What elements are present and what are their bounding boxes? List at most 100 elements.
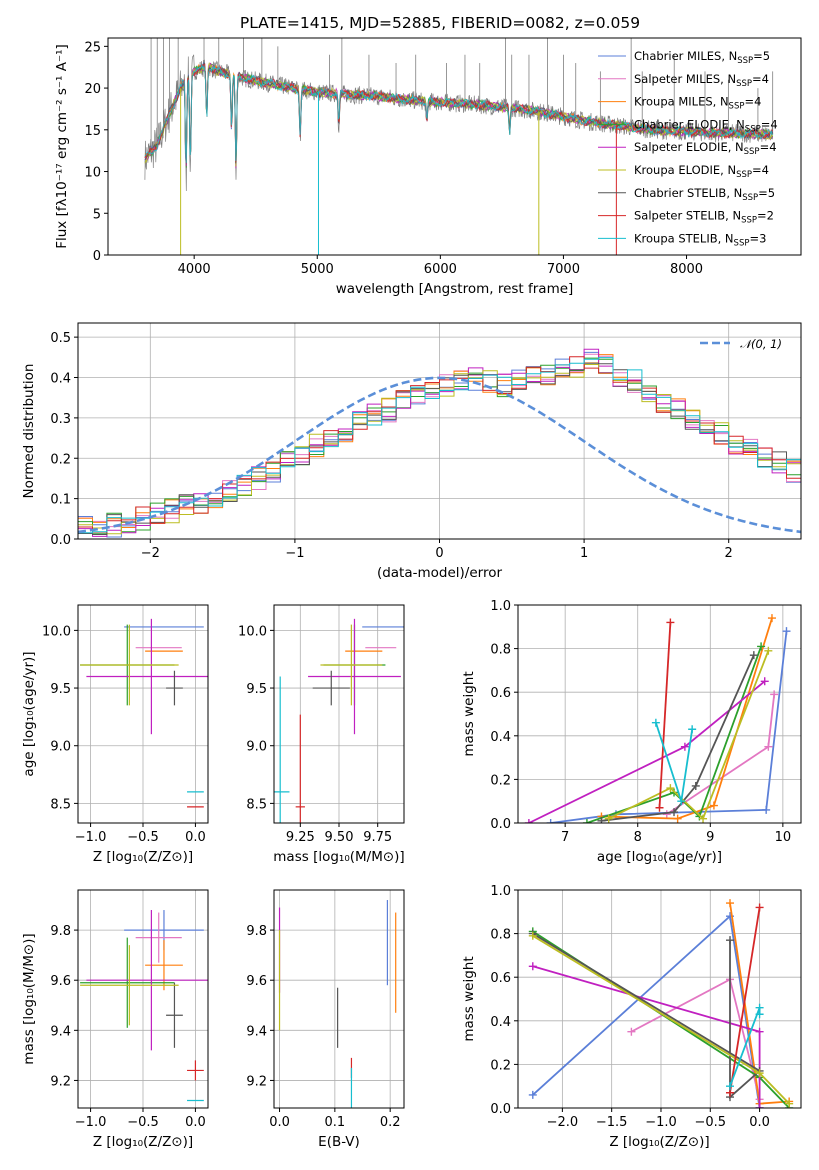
legend-label: Chabrier STELIB, NSSP=5 <box>634 186 775 203</box>
y-tick-label: 0.0 <box>490 817 511 832</box>
mass_vs_EBV-panel: 0.0 0.1 0.2 9.2 9.4 9.6 9.8 E(B-V) <box>246 889 405 1150</box>
x-axis-label: wavelength [Angstrom, rest frame] <box>336 281 574 297</box>
legend-value: =5 <box>753 49 770 63</box>
y-axis-label: Normed distribution <box>21 364 37 499</box>
legend-label: Salpeter MILES, NSSP=4 <box>634 72 769 89</box>
y-tick-label: 0.4 <box>50 372 71 387</box>
model-spectrum-line <box>144 63 773 164</box>
y-tick-label: 0.0 <box>490 1102 511 1117</box>
weights_vs_age-panel: 7 8 9 10 0.0 0.2 0.4 0.6 0.8 1.0 age [log₁₀(age/yr… <box>461 599 802 865</box>
weight-point-marker <box>662 810 671 819</box>
y-tick-label: 0.2 <box>490 1058 511 1073</box>
weight-series-line <box>608 650 770 821</box>
weight-point-marker <box>666 784 675 793</box>
spectrum-marks <box>144 38 774 255</box>
legend-subscript: SSP <box>741 216 757 226</box>
y-axis-label: mass weight <box>461 671 477 756</box>
weight-point-marker <box>764 646 773 655</box>
y-tick-label: 9.8 <box>50 924 71 939</box>
weight-point-marker <box>755 1069 764 1078</box>
weight-point-marker <box>764 742 773 751</box>
x-tick-label: 5000 <box>301 262 334 277</box>
weight-point-marker <box>726 936 735 945</box>
x-axis-label: Z [log₁₀(Z/Z⊙)] <box>609 1134 709 1150</box>
y-tick-label: 9.8 <box>246 924 267 939</box>
weight-point-marker <box>528 962 537 971</box>
residuals-marks <box>78 348 801 539</box>
x-tick-label: 9.50 <box>325 830 354 845</box>
x-tick-label: 0.0 <box>749 1115 770 1130</box>
x-tick-label: 9.75 <box>363 830 392 845</box>
y-axis-label: Flux [fλ10⁻¹⁷ erg cm⁻² s⁻¹ A⁻¹] <box>54 44 70 249</box>
weight-point-marker <box>688 725 697 734</box>
x-tick-label: −0.5 <box>127 830 159 845</box>
weight-series-line <box>729 907 761 1093</box>
x-tick-label: 4000 <box>178 262 211 277</box>
weight-series-line <box>658 622 672 808</box>
y-tick-label: 9.0 <box>50 740 71 755</box>
axes-frame <box>517 889 802 1109</box>
x-tick-label: 7000 <box>547 262 580 277</box>
x-axis-label: Z [log₁₀(Z/Z⊙)] <box>93 849 193 865</box>
weight-point-marker <box>666 618 675 627</box>
x-tick-label: 0.2 <box>380 1115 401 1130</box>
x-axis-label: (data-model)/error <box>377 565 503 581</box>
legend-subscript: SSP <box>736 170 752 180</box>
y-tick-label: 5 <box>93 207 101 222</box>
y-tick-label: 9.6 <box>246 974 267 989</box>
weight-point-marker <box>655 803 664 812</box>
x-tick-label: 0.0 <box>269 1115 290 1130</box>
legend-value: =4 <box>752 72 769 86</box>
weight-point-marker <box>524 819 533 823</box>
spectrum-legend: Chabrier MILES, NSSP=5 Salpeter MILES, NS… <box>598 49 778 248</box>
x-tick-label: 9.25 <box>286 830 315 845</box>
y-tick-label: 9.2 <box>50 1074 71 1089</box>
weight-point-marker <box>673 814 682 823</box>
legend-value: =4 <box>761 117 778 131</box>
legend-label: Chabrier ELODIE, NSSP=4 <box>634 117 778 134</box>
histogram-series <box>78 362 801 539</box>
y-tick-label: 8.5 <box>246 797 267 812</box>
y-tick-label: 15 <box>84 124 101 139</box>
y-tick-label: 9.4 <box>246 1024 267 1039</box>
legend-subscript: SSP <box>745 124 761 134</box>
weight-point-marker <box>546 819 555 823</box>
plots: 4000 5000 6000 7000 80000510152025wavelength… <box>21 37 802 1150</box>
x-tick-label: 1 <box>580 546 588 561</box>
x-tick-label: 6000 <box>424 262 457 277</box>
weight-point-marker <box>582 819 591 823</box>
weights_vs_Z-panel: −2.0 −1.5 −1.0 −0.5 0.0 0.0 0.2 0.4 0.6 0.8 1.0 Z [… <box>461 884 802 1150</box>
y-tick-label: 9.6 <box>50 974 71 989</box>
weight-point-marker <box>755 1027 764 1036</box>
x-tick-label: 2 <box>725 546 733 561</box>
y-tick-label: 9.0 <box>246 740 267 755</box>
x-tick-label: 0.1 <box>325 1115 346 1130</box>
y-tick-label: 1.0 <box>490 884 511 899</box>
weight-point-marker <box>760 677 769 686</box>
x-tick-label: 8000 <box>670 262 703 277</box>
x-tick-label: 10 <box>775 830 792 845</box>
weight-series-line <box>532 932 762 1100</box>
y-tick-label: 0.3 <box>50 412 71 427</box>
y-tick-label: 10 <box>84 166 101 181</box>
weight-point-marker <box>670 808 679 817</box>
legend-value: =4 <box>744 95 761 109</box>
weight-series-line <box>601 654 755 822</box>
mass_vs_Z-panel: −1.0 −0.5 0.0 9.2 9.4 9.6 9.8 Z [log₁₀(Z/Z⊙)] ma… <box>21 889 209 1150</box>
weight-point-marker <box>749 651 758 660</box>
y-tick-label: 8.5 <box>50 797 71 812</box>
weight-point-marker <box>597 816 606 823</box>
legend-label: Chabrier MILES, NSSP=5 <box>634 49 770 66</box>
weight-point-marker <box>627 1027 636 1036</box>
legend-value: =2 <box>757 209 774 223</box>
weight-series-line <box>550 631 788 823</box>
x-tick-label: 7 <box>561 830 569 845</box>
x-tick-label: −1 <box>285 546 304 561</box>
y-tick-label: 10.0 <box>238 624 267 639</box>
weight-point-marker <box>726 899 735 908</box>
residuals-legend: 𝒩(0, 1) <box>700 337 782 351</box>
weight-point-marker <box>699 814 708 823</box>
y-tick-label: 0.8 <box>490 643 511 658</box>
y-tick-label: 20 <box>84 82 101 97</box>
legend-label: 𝒩(0, 1) <box>740 337 782 351</box>
